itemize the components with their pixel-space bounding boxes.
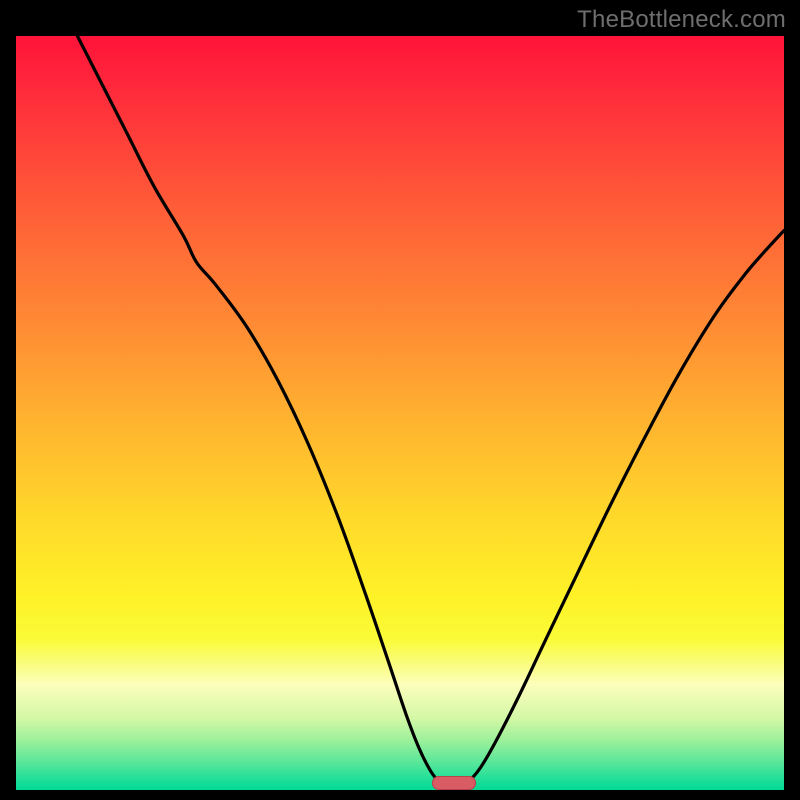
bottleneck-curve bbox=[16, 36, 784, 790]
watermark-text: TheBottleneck.com bbox=[577, 6, 786, 34]
plot-area bbox=[16, 36, 784, 790]
optimal-marker bbox=[432, 776, 476, 790]
figure-root: TheBottleneck.com bbox=[0, 0, 800, 800]
